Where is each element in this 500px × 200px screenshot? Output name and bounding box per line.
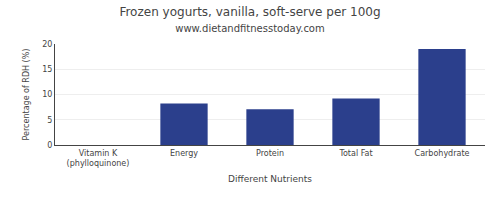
svg-text:5: 5 bbox=[47, 116, 52, 125]
svg-text:Total Fat: Total Fat bbox=[338, 149, 372, 158]
svg-text:Percentage of RDH (%): Percentage of RDH (%) bbox=[22, 49, 31, 141]
svg-text:10: 10 bbox=[42, 90, 52, 99]
svg-text:0: 0 bbox=[47, 141, 52, 150]
svg-text:Energy: Energy bbox=[170, 149, 198, 158]
svg-text:15: 15 bbox=[42, 65, 52, 74]
svg-text:Frozen yogurts, vanilla, soft-: Frozen yogurts, vanilla, soft-serve per … bbox=[119, 5, 380, 34]
svg-text:Different Nutrients: Different Nutrients bbox=[228, 174, 312, 184]
svg-text:20: 20 bbox=[42, 40, 52, 49]
svg-text:Protein: Protein bbox=[256, 149, 284, 158]
svg-text:Carbohydrate: Carbohydrate bbox=[415, 149, 470, 158]
svg-text:Vitamin K(phylloquinone): Vitamin K(phylloquinone) bbox=[67, 149, 130, 168]
